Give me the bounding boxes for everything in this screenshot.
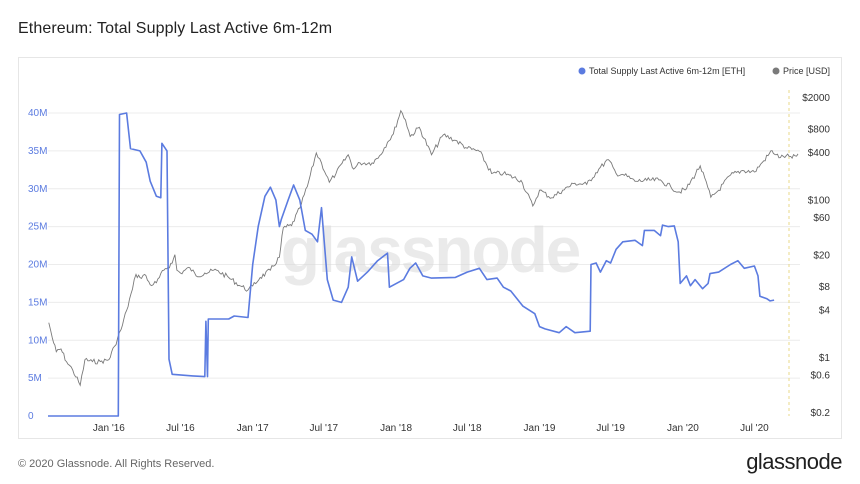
- right-axis-tick-label: $800: [808, 124, 831, 135]
- right-axis-tick-label: $1: [819, 353, 831, 364]
- page-title: Ethereum: Total Supply Last Active 6m-12…: [18, 20, 333, 37]
- left-axis-tick-label: 40M: [28, 108, 47, 119]
- right-axis-ticks: $0.2 $0.6 $1 $4 $8 $20 $60 $100 $400 $800 $2000: [802, 93, 830, 419]
- copyright-text: © 2020 Glassnode. All Rights Reserved.: [18, 458, 215, 470]
- watermark-text: glassnode: [281, 214, 580, 286]
- right-axis-tick-label: $2000: [802, 93, 830, 104]
- right-axis-tick-label: $0.2: [811, 408, 831, 419]
- right-axis-tick-label: $4: [819, 306, 831, 317]
- x-axis-tick-label: Jan '19: [524, 423, 556, 434]
- x-axis-tick-label: Jul '17: [310, 423, 339, 434]
- left-axis-tick-label: 15M: [28, 297, 47, 308]
- x-axis-tick-label: Jan '17: [237, 423, 269, 434]
- x-axis-tick-label: Jul '16: [166, 423, 195, 434]
- price-series: [48, 109, 799, 387]
- right-axis-tick-label: $400: [808, 148, 831, 159]
- chart-frame: [18, 57, 842, 439]
- right-axis-tick-label: $20: [813, 251, 830, 262]
- price-line: [48, 109, 799, 387]
- grid-lines: [48, 112, 800, 379]
- x-axis-tick-label: Jul '19: [596, 423, 625, 434]
- x-axis-tick-label: Jul '18: [453, 423, 482, 434]
- x-axis-tick-label: Jan '18: [380, 423, 412, 434]
- right-axis-tick-label: $100: [808, 195, 831, 206]
- left-axis-ticks: 0 5M 10M 15M 20M 25M 30M 35M 40M: [28, 108, 47, 422]
- right-axis-tick-label: $60: [813, 213, 830, 224]
- x-axis-tick-label: Jan '16: [93, 423, 125, 434]
- glassnode-logo: glassnode: [746, 449, 842, 474]
- legend-label-supply[interactable]: Total Supply Last Active 6m-12m [ETH]: [589, 66, 745, 76]
- right-axis-tick-label: $8: [819, 282, 831, 293]
- left-axis-tick-label: 20M: [28, 260, 47, 271]
- left-axis-tick-label: 25M: [28, 222, 47, 233]
- legend-swatch-supply: [578, 67, 586, 75]
- legend[interactable]: Total Supply Last Active 6m-12m [ETH] Pri…: [578, 66, 831, 76]
- left-axis-tick-label: 0: [28, 411, 34, 422]
- x-axis-tick-label: Jul '20: [740, 423, 769, 434]
- left-axis-tick-label: 5M: [28, 373, 42, 384]
- left-axis-tick-label: 35M: [28, 146, 47, 157]
- left-axis-tick-label: 10M: [28, 335, 47, 346]
- right-axis-tick-label: $0.6: [811, 370, 831, 381]
- legend-swatch-price: [772, 67, 780, 75]
- x-axis-tick-label: Jan '20: [667, 423, 699, 434]
- supply-line: [48, 112, 775, 417]
- left-axis-tick-label: 30M: [28, 184, 47, 195]
- x-axis-ticks: Jan '16 Jul '16 Jan '17 Jul '17 Jan '18 Jul '…: [93, 423, 769, 434]
- legend-label-price[interactable]: Price [USD]: [783, 66, 830, 76]
- supply-series: [48, 112, 775, 417]
